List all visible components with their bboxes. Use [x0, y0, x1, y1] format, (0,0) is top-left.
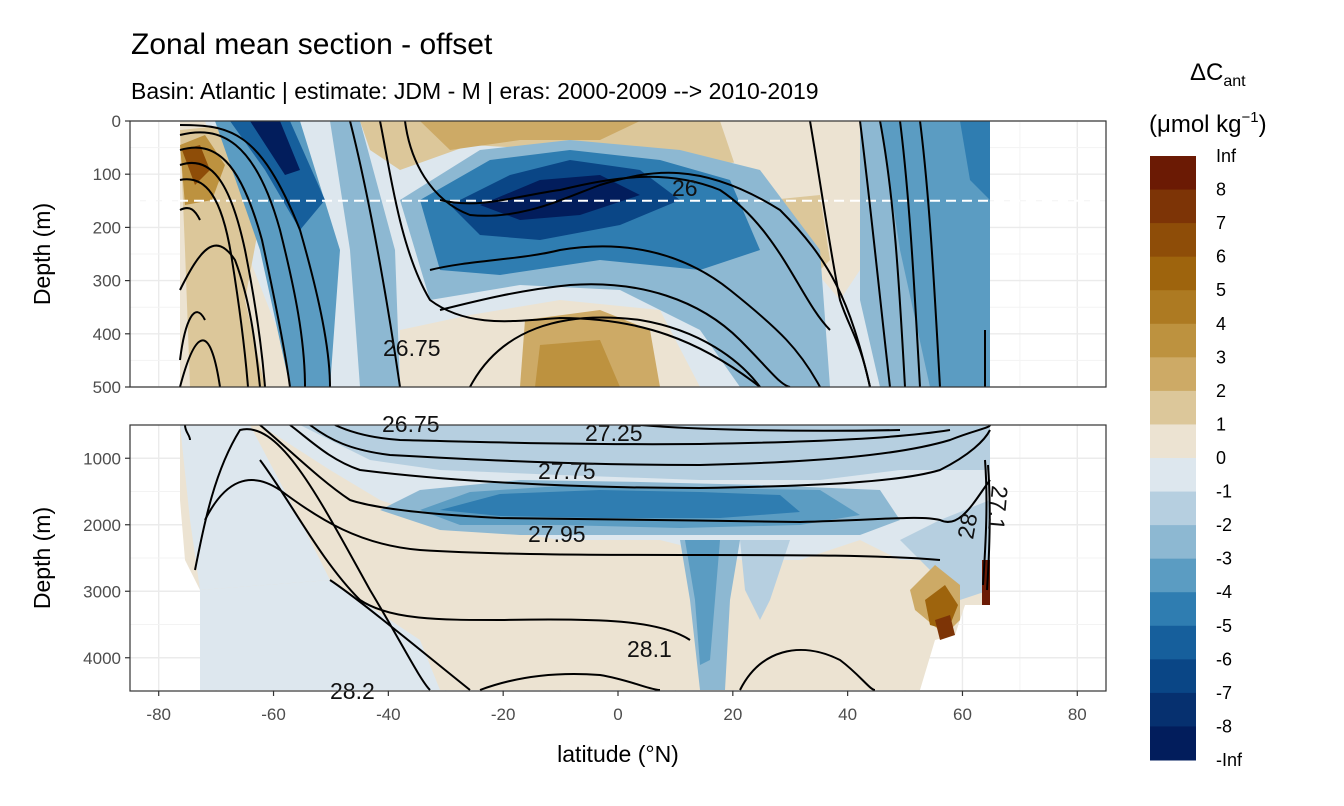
colorbar-swatch [1150, 156, 1196, 191]
y-tick-label: 200 [93, 218, 121, 237]
colorbar-swatch [1150, 323, 1196, 358]
y-tick-label: 3000 [83, 582, 121, 601]
colorbar-label: -3 [1216, 549, 1232, 569]
colorbar-swatch [1150, 491, 1196, 526]
colorbar-swatch [1150, 357, 1196, 392]
colorbar-swatch [1150, 390, 1196, 425]
colorbar-swatch [1150, 424, 1196, 459]
colorbar-label: 6 [1216, 247, 1226, 267]
legend-unit: (μmol kg−1) [1149, 109, 1267, 138]
colorbar-swatch [1150, 659, 1196, 694]
colorbar-swatch [1150, 256, 1196, 291]
y-tick-label: 100 [93, 165, 121, 184]
x-tick-label: -20 [491, 705, 516, 724]
colorbar-label: 5 [1216, 280, 1226, 300]
colorbar-swatch [1150, 525, 1196, 560]
colorbar-label: 1 [1216, 414, 1226, 434]
panel-lower: 26.75 27.25 27.75 27.95 28.1 28.2 28 27.… [29, 411, 1107, 704]
colorbar-swatch [1150, 189, 1196, 224]
colorbar-labels: Inf 8 7 6 5 4 3 2 1 0 -1 -2 -3 -4 -5 -6 -7 -8 -Inf [1216, 146, 1243, 770]
contour-label: 26.75 [382, 411, 440, 437]
colorbar-label: Inf [1216, 146, 1237, 166]
legend-unit-main: (μmol kg [1149, 111, 1242, 138]
legend-title: ΔCant [1190, 59, 1246, 90]
x-tick-label: -40 [376, 705, 401, 724]
x-tick-label: 0 [613, 705, 622, 724]
legend-unit-end: ) [1259, 111, 1267, 138]
x-tick-label: 40 [838, 705, 857, 724]
colorbar-label: -7 [1216, 683, 1232, 703]
colorbar-label: 2 [1216, 381, 1226, 401]
y-tick-label: 400 [93, 325, 121, 344]
chart-title: Zonal mean section - offset [131, 28, 493, 61]
colorbar-label: 8 [1216, 180, 1226, 200]
x-tick-label: -80 [146, 705, 171, 724]
colorbar-label: -5 [1216, 616, 1232, 636]
x-tick-label: -60 [261, 705, 286, 724]
colorbar-label: 7 [1216, 213, 1226, 233]
colorbar-swatch [1150, 692, 1196, 727]
contour-label: 27.75 [538, 458, 596, 484]
contour-label: 27.25 [585, 420, 643, 446]
y-axis-upper: 0 100 200 300 400 500 [93, 112, 130, 397]
contour-label: 26.75 [383, 335, 441, 361]
colorbar-swatch [1150, 558, 1196, 593]
colorbar-swatch [1150, 625, 1196, 660]
colorbar [1150, 156, 1196, 761]
anomaly-field-upper [180, 121, 990, 387]
colorbar-swatch [1150, 592, 1196, 627]
x-tick-label: 20 [723, 705, 742, 724]
colorbar-label: 4 [1216, 314, 1226, 334]
colorbar-label: -Inf [1216, 750, 1243, 770]
y-axis-label: Depth (m) [29, 203, 55, 305]
colorbar-label: -4 [1216, 582, 1232, 602]
panel-upper: 26 26.75 0 100 200 300 400 500 Depth (m) [29, 112, 1107, 397]
colorbar-label: -2 [1216, 515, 1232, 535]
y-tick-label: 0 [112, 112, 121, 131]
y-tick-label: 500 [93, 378, 121, 397]
colorbar-swatch [1150, 290, 1196, 325]
colorbar-swatch [1150, 726, 1196, 761]
y-tick-label: 4000 [83, 649, 121, 668]
x-axis: -80 -60 -40 -20 0 20 40 60 80 [146, 691, 1087, 724]
contour-label: 28 [952, 511, 982, 541]
isopycnals-lower [184, 425, 991, 691]
legend-unit-sup: −1 [1242, 109, 1259, 126]
colorbar-legend: ΔCant (μmol kg−1) Inf 8 7 6 5 4 3 2 1 0 -1 -2 -3 -4 -5… [1149, 59, 1267, 770]
y-axis-label: Depth (m) [29, 507, 55, 609]
x-tick-label: 80 [1068, 705, 1087, 724]
contour-label: 27.95 [528, 521, 586, 547]
contour-label: 28.1 [627, 636, 672, 662]
colorbar-swatch [1150, 223, 1196, 258]
isopycnals-upper [179, 121, 986, 387]
contour-label: 27.1 [983, 485, 1013, 532]
y-tick-label: 1000 [83, 449, 121, 468]
x-axis-label: latitude (°N) [557, 741, 679, 767]
chart-subtitle: Basin: Atlantic | estimate: JDM - M | er… [131, 78, 819, 104]
legend-title-sub: ant [1223, 73, 1246, 90]
colorbar-label: 3 [1216, 347, 1226, 367]
legend-title-main: ΔC [1190, 59, 1223, 86]
colorbar-label: -8 [1216, 716, 1232, 736]
colorbar-swatch [1150, 458, 1196, 493]
colorbar-label: 0 [1216, 448, 1226, 468]
y-tick-label: 2000 [83, 516, 121, 535]
colorbar-label: -1 [1216, 482, 1232, 502]
x-tick-label: 60 [953, 705, 972, 724]
y-axis-lower: 1000 2000 3000 4000 [83, 449, 130, 668]
contour-label: 26 [672, 175, 698, 201]
colorbar-label: -6 [1216, 649, 1232, 669]
y-tick-label: 300 [93, 272, 121, 291]
